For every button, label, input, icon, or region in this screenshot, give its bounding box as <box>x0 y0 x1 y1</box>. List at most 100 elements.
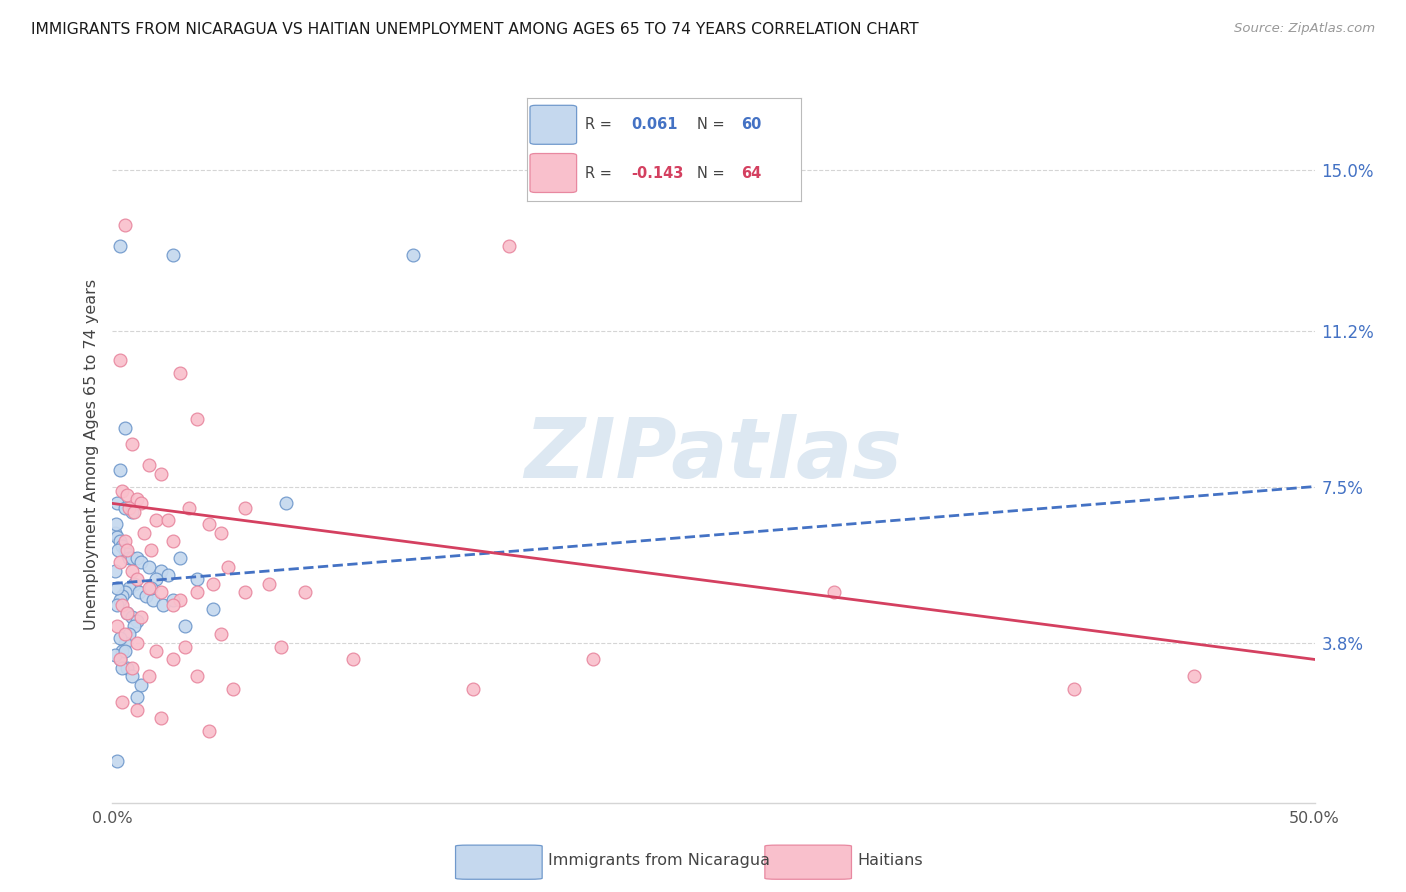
Text: 60: 60 <box>741 117 762 132</box>
Text: N =: N = <box>697 117 730 132</box>
Point <box>1063 681 1085 696</box>
Point <box>125 492 148 507</box>
Point <box>108 556 131 570</box>
Point <box>156 568 179 582</box>
Point <box>149 564 172 578</box>
Point <box>209 525 232 540</box>
Point <box>138 581 160 595</box>
Point <box>209 627 232 641</box>
Point <box>108 353 131 368</box>
Point <box>111 598 134 612</box>
Point <box>202 602 225 616</box>
Point <box>115 547 138 561</box>
Point <box>233 500 256 515</box>
Text: R =: R = <box>585 166 616 180</box>
Point <box>114 644 136 658</box>
Point <box>138 458 160 473</box>
Point <box>121 669 143 683</box>
Point <box>202 576 225 591</box>
Point <box>125 572 148 586</box>
Point <box>105 598 128 612</box>
Point <box>135 589 157 603</box>
Point <box>582 652 605 666</box>
Point <box>162 593 184 607</box>
FancyBboxPatch shape <box>456 845 543 880</box>
FancyBboxPatch shape <box>765 845 852 880</box>
Point <box>149 467 172 481</box>
Point <box>342 652 364 666</box>
Point <box>125 690 148 705</box>
Point <box>122 505 145 519</box>
Point <box>169 366 191 380</box>
Point <box>104 564 127 578</box>
Point <box>114 218 136 232</box>
Point <box>122 618 145 632</box>
Point <box>115 661 138 675</box>
Point <box>121 564 143 578</box>
Point <box>111 661 134 675</box>
Point <box>111 589 134 603</box>
Point <box>108 652 131 666</box>
Point <box>257 576 280 591</box>
Point <box>139 542 162 557</box>
Point <box>111 695 134 709</box>
Point <box>105 581 128 595</box>
Point <box>233 585 256 599</box>
Point <box>461 681 484 696</box>
Point <box>108 652 131 666</box>
Point <box>121 437 143 451</box>
Point <box>169 551 191 566</box>
Text: Haitians: Haitians <box>858 853 924 868</box>
Point <box>162 534 184 549</box>
Point <box>402 247 425 261</box>
Point <box>217 559 239 574</box>
FancyBboxPatch shape <box>530 105 576 145</box>
Point <box>132 525 155 540</box>
Point <box>152 598 174 612</box>
Point <box>121 505 143 519</box>
Point <box>138 559 160 574</box>
Point <box>118 581 141 595</box>
Point <box>114 534 136 549</box>
Point <box>125 551 148 566</box>
Text: ZIPatlas: ZIPatlas <box>524 415 903 495</box>
Point <box>108 593 131 607</box>
Point <box>115 542 138 557</box>
Point <box>104 648 127 663</box>
Point <box>125 703 148 717</box>
Point <box>162 247 184 261</box>
Point <box>173 640 195 654</box>
Point <box>114 420 136 434</box>
Point <box>131 556 153 570</box>
Point <box>121 661 143 675</box>
Point <box>115 606 138 620</box>
Point <box>186 669 208 683</box>
Point <box>823 585 845 599</box>
Point <box>162 652 184 666</box>
Point <box>128 585 150 599</box>
Point <box>105 530 128 544</box>
Point <box>498 239 520 253</box>
FancyBboxPatch shape <box>530 153 576 193</box>
Point <box>270 640 292 654</box>
Text: IMMIGRANTS FROM NICARAGUA VS HAITIAN UNEMPLOYMENT AMONG AGES 65 TO 74 YEARS CORR: IMMIGRANTS FROM NICARAGUA VS HAITIAN UNE… <box>31 22 918 37</box>
Point <box>114 542 136 557</box>
Text: N =: N = <box>697 166 730 180</box>
Text: -0.143: -0.143 <box>631 166 683 180</box>
Point <box>111 644 134 658</box>
Point <box>105 517 128 532</box>
Point <box>162 598 184 612</box>
Point <box>121 551 143 566</box>
Point <box>179 500 201 515</box>
Point <box>115 606 138 620</box>
Point <box>105 618 128 632</box>
Text: Source: ZipAtlas.com: Source: ZipAtlas.com <box>1234 22 1375 36</box>
Y-axis label: Unemployment Among Ages 65 to 74 years: Unemployment Among Ages 65 to 74 years <box>83 279 98 631</box>
Point <box>142 593 165 607</box>
Point <box>118 627 141 641</box>
Point <box>131 496 153 510</box>
Text: Immigrants from Nicaragua: Immigrants from Nicaragua <box>548 853 770 868</box>
Point <box>105 754 128 768</box>
Point <box>114 635 136 649</box>
Point <box>125 635 148 649</box>
